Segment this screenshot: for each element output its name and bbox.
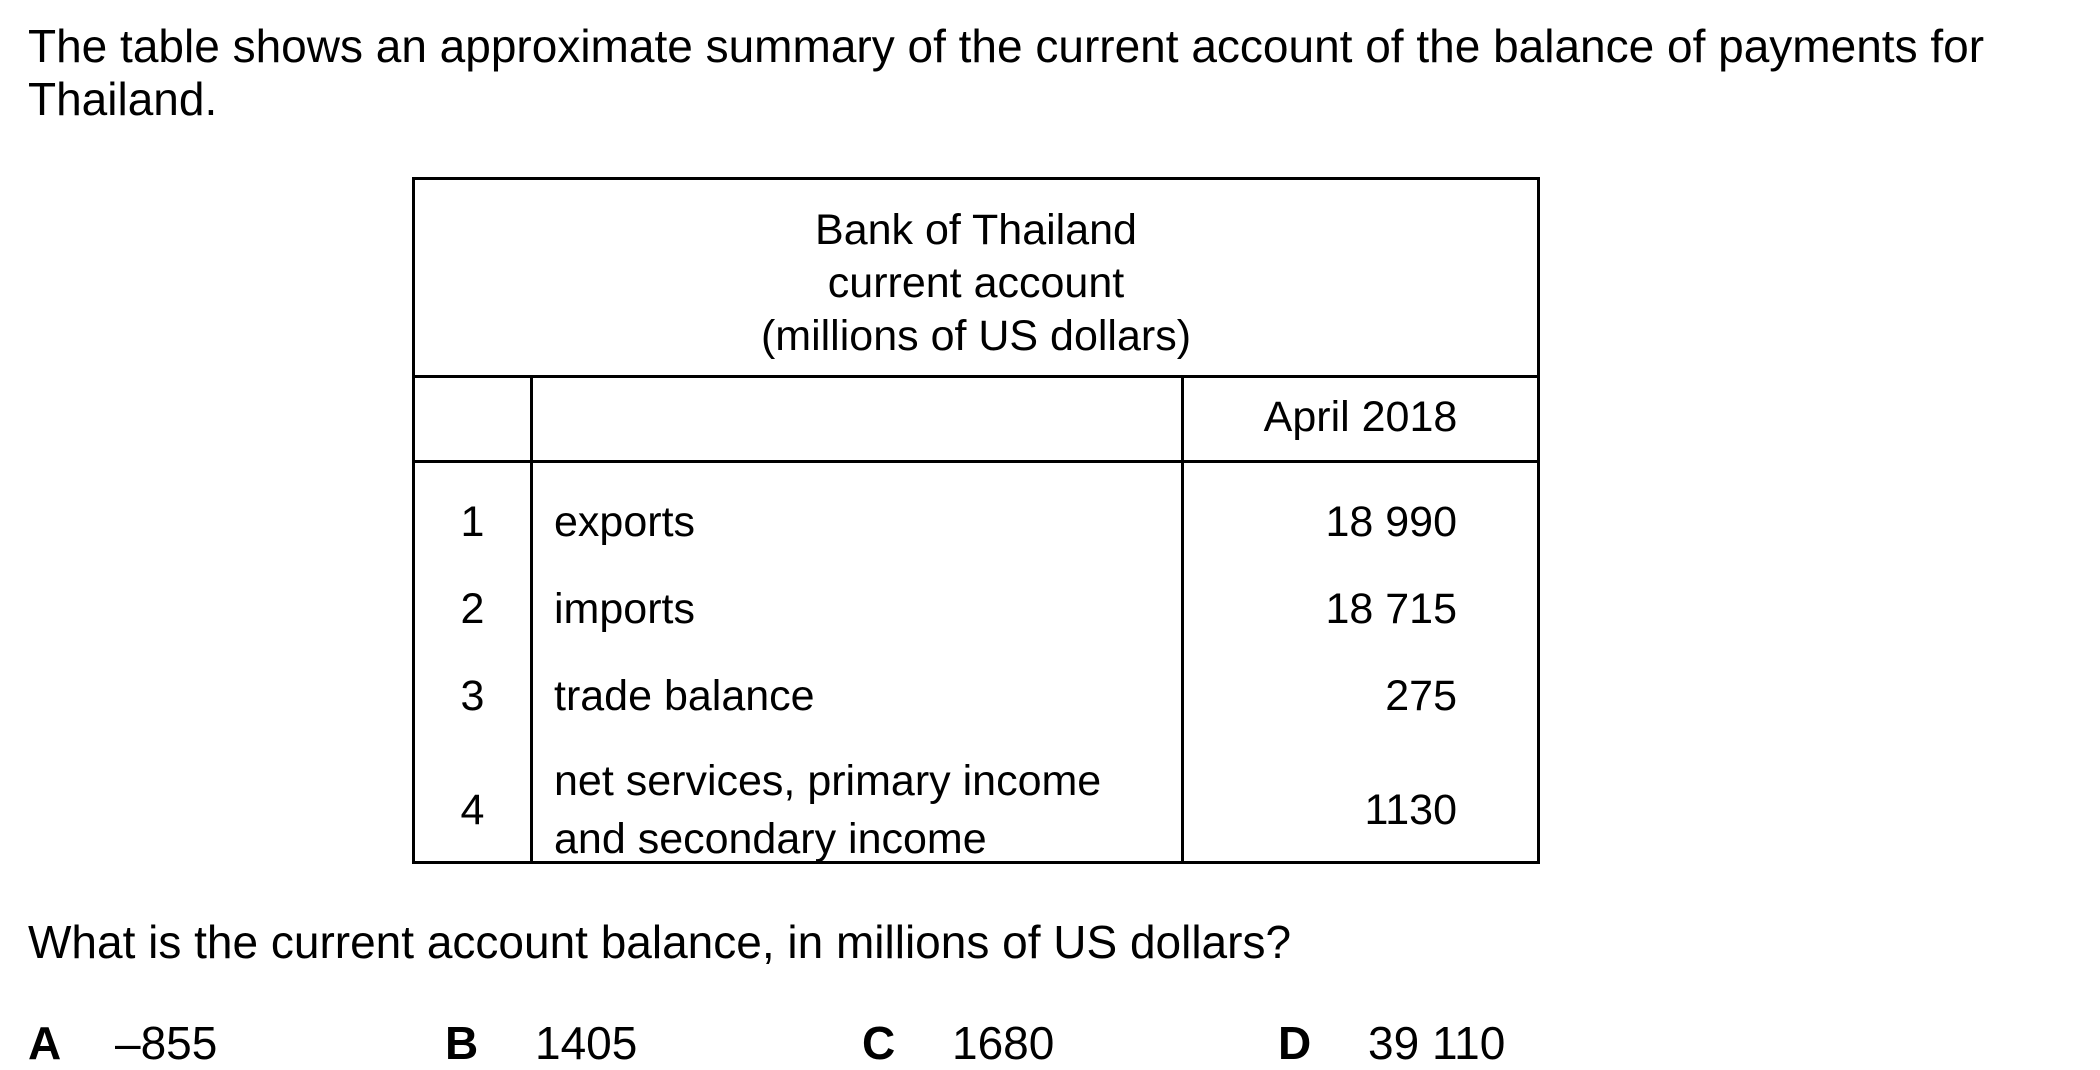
row-label: exports: [554, 492, 1174, 552]
question-text: What is the current account balance, in …: [28, 916, 1292, 968]
row-number: 2: [460, 585, 485, 633]
table-title-line: Bank of Thailand: [815, 206, 1137, 254]
row-number: 3: [460, 672, 485, 720]
table-row: 4 net services, primary income and secon…: [415, 752, 1537, 868]
intro-text: The table shows an approximate summary o…: [28, 20, 1985, 125]
option-c[interactable]: C 1680: [862, 1016, 1054, 1070]
row-label-line: and secondary income: [554, 815, 987, 863]
row-label-line: net services, primary income: [554, 757, 1102, 805]
option-letter: B: [445, 1017, 479, 1069]
table-row: 1 exports 18 990: [415, 492, 1537, 552]
option-value: 39 110: [1368, 1017, 1506, 1069]
header-divider: [415, 460, 1537, 463]
answer-options: A –855 B 1405 C 1680 D 39 110: [0, 1016, 2100, 1070]
option-value: 1680: [952, 1017, 1055, 1069]
row-label-line: imports: [554, 585, 695, 633]
row-value: 275: [1385, 672, 1457, 720]
column-divider: [530, 375, 533, 861]
option-d[interactable]: D 39 110: [1278, 1016, 1505, 1070]
row-label-line: trade balance: [554, 672, 815, 720]
option-letter: A: [28, 1017, 62, 1069]
row-label: trade balance: [554, 666, 1174, 726]
table-title-line: (millions of US dollars): [760, 312, 1192, 360]
option-letter: D: [1278, 1017, 1312, 1069]
column-divider: [1181, 375, 1184, 861]
option-b[interactable]: B 1405: [445, 1016, 637, 1070]
option-a[interactable]: A –855: [28, 1016, 217, 1070]
row-label: net services, primary income and seconda…: [554, 752, 1174, 868]
current-account-table: Bank of Thailand current account (millio…: [412, 177, 1540, 864]
row-number: 4: [460, 786, 485, 834]
row-label: imports: [554, 579, 1174, 639]
option-letter: C: [862, 1017, 896, 1069]
table-row: 2 imports 18 715: [415, 579, 1537, 639]
row-value: 18 990: [1325, 498, 1457, 546]
row-value: 18 715: [1325, 585, 1457, 633]
row-number: 1: [460, 498, 485, 546]
table-title: Bank of Thailand current account (millio…: [415, 180, 1537, 378]
column-header-april-2018: April 2018: [1263, 393, 1458, 441]
row-label-line: exports: [554, 498, 696, 546]
option-value: 1405: [535, 1017, 638, 1069]
row-value: 1130: [1364, 786, 1457, 834]
table-row: 3 trade balance 275: [415, 666, 1537, 726]
table-title-line: current account: [827, 259, 1125, 307]
option-value: –855: [115, 1017, 218, 1069]
